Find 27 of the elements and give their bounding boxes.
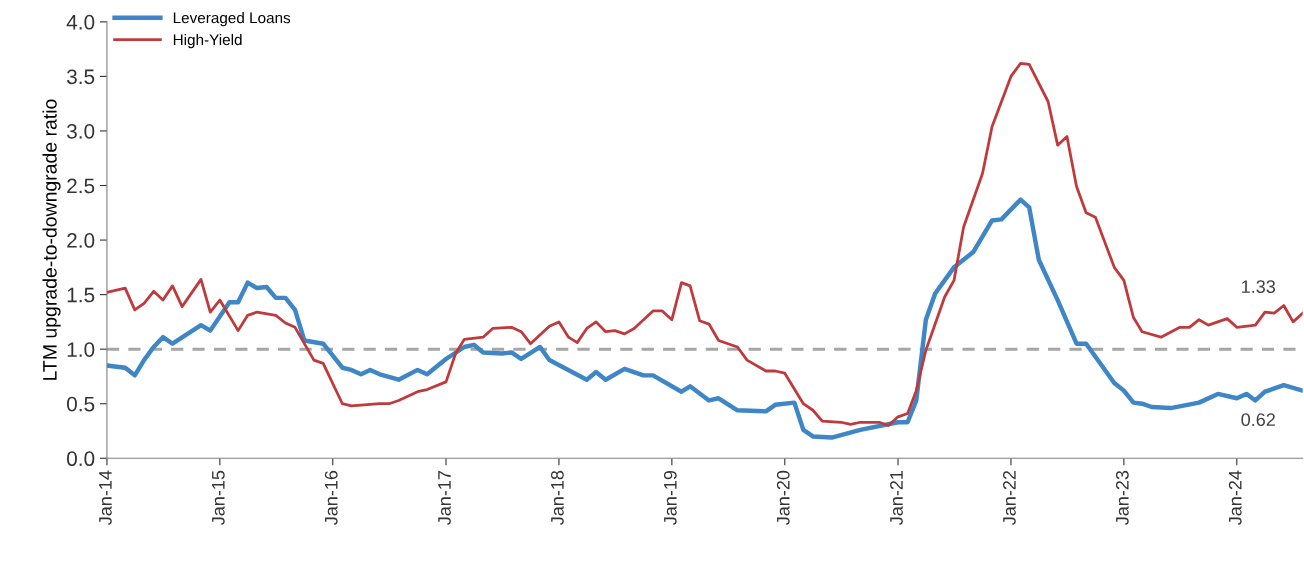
y-tick-label: 0.5: [66, 396, 95, 412]
y-tick-label: 2.5: [67, 178, 95, 194]
x-tick-label: Jan-14: [99, 470, 112, 525]
x-tick-label: Jan-15: [212, 470, 225, 525]
y-tick-label: 1.0: [67, 342, 95, 357]
x-tick-label: Jan-20: [776, 470, 790, 525]
x-tick-label: Jan-23: [1115, 470, 1129, 525]
y-tick-label: 3.0: [66, 123, 95, 139]
x-tick-label: Jan-18: [551, 470, 564, 525]
y-tick-label: 3.5: [66, 69, 95, 85]
x-tick-label: Jan-22: [1003, 470, 1016, 525]
x-tick-label: Jan-24: [1228, 470, 1242, 525]
annotation: 0.62: [1241, 413, 1275, 427]
y-tick-label: 2.0: [67, 233, 95, 248]
legend-label: Leveraged Loans: [173, 12, 291, 27]
line-series: [106, 61, 1303, 427]
x-tick-label: Jan-16: [324, 470, 338, 525]
annotation: 1.33: [1242, 280, 1276, 294]
y-axis-title: LTM upgrade-to-downgrade ratio: [42, 99, 61, 380]
y-tick-label: 4.0: [66, 14, 95, 30]
x-tick-label: Jan-17: [438, 470, 451, 525]
y-tick-label: 0.0: [66, 451, 95, 467]
x-tick-label: Jan-19: [663, 470, 677, 525]
x-tick-label: Jan-21: [890, 470, 903, 525]
y-tick-label: 1.5: [67, 287, 95, 303]
line-series: [106, 197, 1303, 440]
legend-label: High-Yield: [173, 33, 242, 49]
